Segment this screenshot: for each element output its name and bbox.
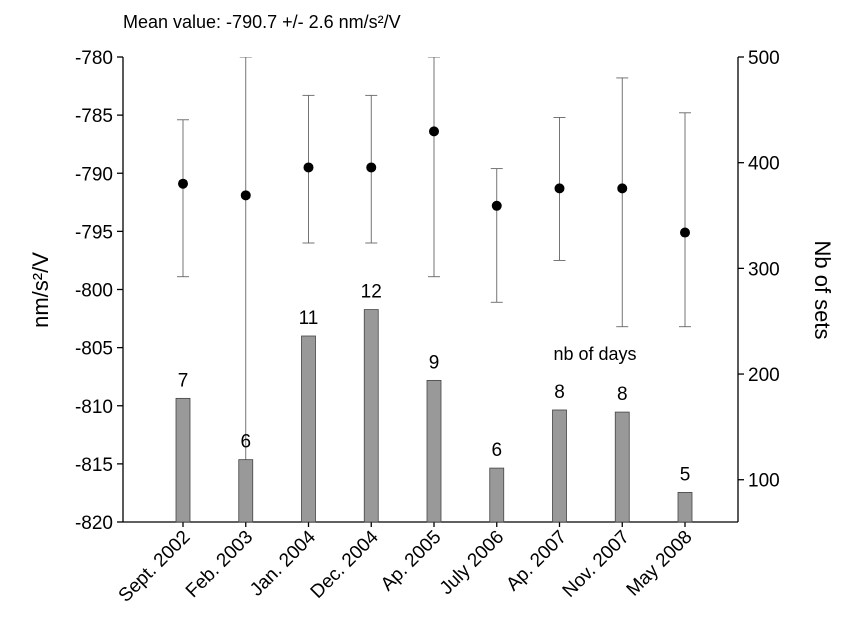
y2-axis-label: Nb of sets bbox=[810, 240, 835, 339]
y-tick-label: -820 bbox=[75, 513, 113, 534]
point bbox=[178, 178, 188, 189]
y-tick-label: -815 bbox=[75, 455, 113, 476]
bar-label: 11 bbox=[299, 308, 319, 329]
bar-label: 12 bbox=[361, 282, 382, 303]
y2-tick-label: 200 bbox=[748, 365, 780, 386]
error-bar bbox=[490, 168, 503, 303]
x-tick-label: May 2008 bbox=[623, 527, 697, 601]
y2-tick-label: 100 bbox=[748, 471, 780, 492]
x-tick-label: Ap. 2005 bbox=[377, 527, 446, 596]
chart-title: Mean value: -790.7 +/- 2.6 nm/s²/V bbox=[123, 12, 401, 32]
error-bar bbox=[679, 112, 691, 328]
point bbox=[303, 162, 314, 173]
y-tick-label: -805 bbox=[75, 339, 113, 360]
point bbox=[680, 227, 690, 238]
error-bar bbox=[177, 119, 189, 278]
x-tick-label: Feb. 2003 bbox=[182, 527, 257, 602]
bar-label: 6 bbox=[491, 440, 502, 461]
y-tick-label: -790 bbox=[75, 164, 113, 185]
error-bar bbox=[428, 57, 440, 278]
y-tick-label: -810 bbox=[75, 397, 113, 418]
annotation: nb of days bbox=[553, 344, 636, 364]
bar bbox=[238, 459, 254, 523]
bar bbox=[489, 467, 505, 523]
y2-tick-label: 500 bbox=[748, 48, 780, 69]
bar bbox=[175, 397, 191, 523]
bar-label: 6 bbox=[240, 432, 251, 453]
point bbox=[491, 200, 502, 211]
x-tick-label: July 2006 bbox=[436, 527, 508, 599]
error-bar bbox=[616, 77, 629, 328]
x-tick-label: Sept. 2002 bbox=[115, 527, 195, 607]
point bbox=[429, 126, 439, 137]
point bbox=[366, 162, 377, 173]
bar bbox=[301, 335, 316, 523]
bar-label: 8 bbox=[617, 384, 628, 405]
error-bar bbox=[239, 57, 252, 522]
bar-label: 9 bbox=[429, 352, 440, 373]
point bbox=[554, 183, 565, 194]
y-tick-label: -780 bbox=[75, 48, 113, 69]
y-axis-label: nm/s²/V bbox=[28, 252, 53, 328]
bar bbox=[363, 309, 379, 523]
bar-label: 5 bbox=[680, 464, 691, 485]
bar bbox=[552, 409, 567, 523]
bar-label: 7 bbox=[178, 370, 189, 391]
bar bbox=[426, 379, 442, 523]
x-tick-label: Dec. 2004 bbox=[307, 526, 383, 602]
y-tick-label: -795 bbox=[75, 222, 113, 243]
y2-tick-label: 400 bbox=[748, 154, 780, 175]
y-tick-label: -800 bbox=[75, 281, 113, 302]
bar bbox=[614, 411, 630, 523]
y2-tick-label: 300 bbox=[748, 259, 780, 280]
point bbox=[240, 190, 251, 201]
bar-label: 8 bbox=[554, 382, 565, 403]
bar bbox=[677, 492, 693, 523]
y-tick-label: -785 bbox=[75, 106, 113, 127]
x-tick-label: Nov. 2007 bbox=[559, 527, 634, 602]
point bbox=[617, 183, 628, 194]
